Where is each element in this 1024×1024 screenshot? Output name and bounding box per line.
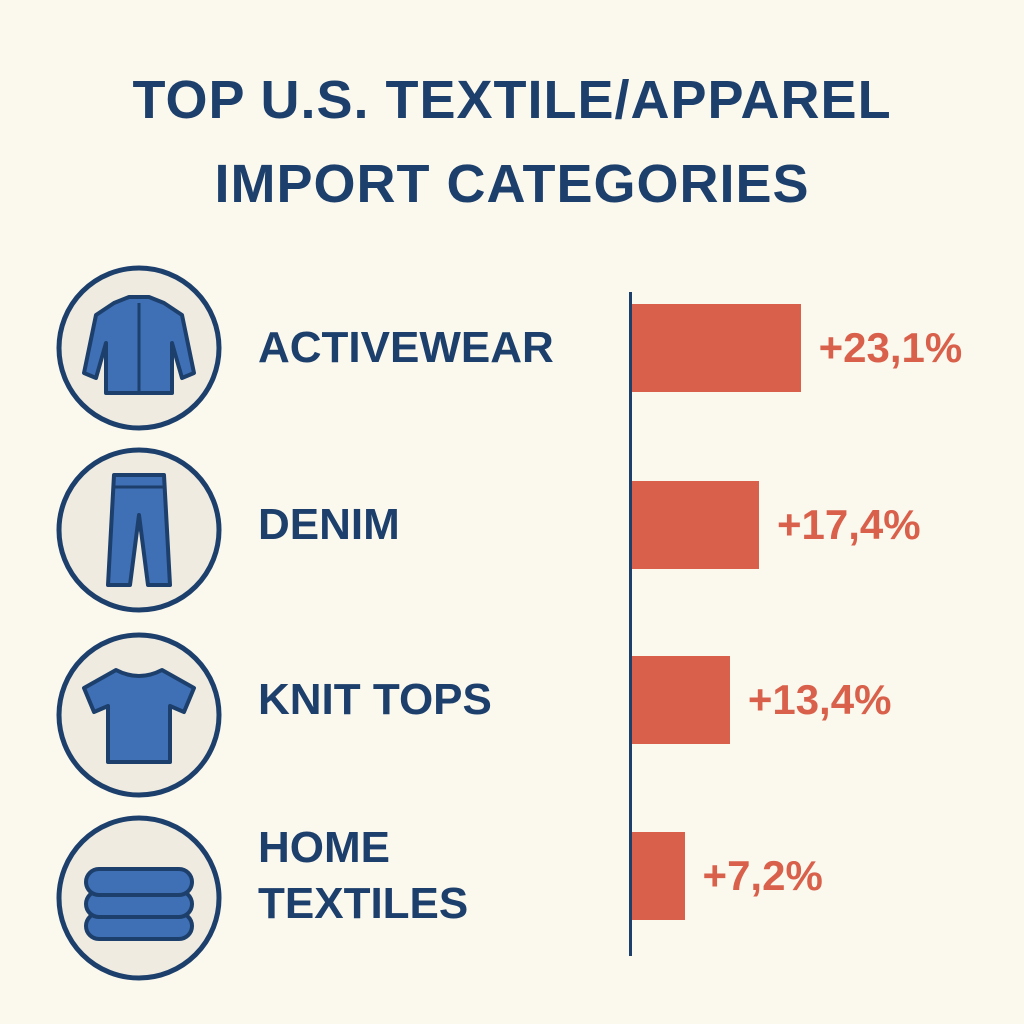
chart-title: TOP U.S. TEXTILE/APPAREL IMPORT CATEGORI… — [132, 70, 892, 214]
value-label: +23,1% — [818, 324, 963, 371]
axis-line — [629, 292, 632, 956]
category-label: DENIM — [258, 500, 400, 549]
category-label: KNIT TOPS — [258, 675, 492, 724]
bar — [632, 304, 801, 392]
knit-tops-icon — [56, 632, 222, 798]
value-label: +13,4% — [747, 676, 892, 723]
category-label: ACTIVEWEAR — [258, 323, 554, 372]
home-textiles-icon — [56, 815, 222, 981]
bar — [632, 481, 760, 569]
activewear-icon — [56, 265, 222, 431]
bar — [632, 656, 730, 744]
denim-icon — [56, 447, 222, 613]
value-label: +17,4% — [777, 501, 921, 548]
category-label: HOME TEXTILES — [258, 823, 469, 928]
bar — [632, 832, 685, 920]
value-label: +7,2% — [702, 852, 823, 899]
